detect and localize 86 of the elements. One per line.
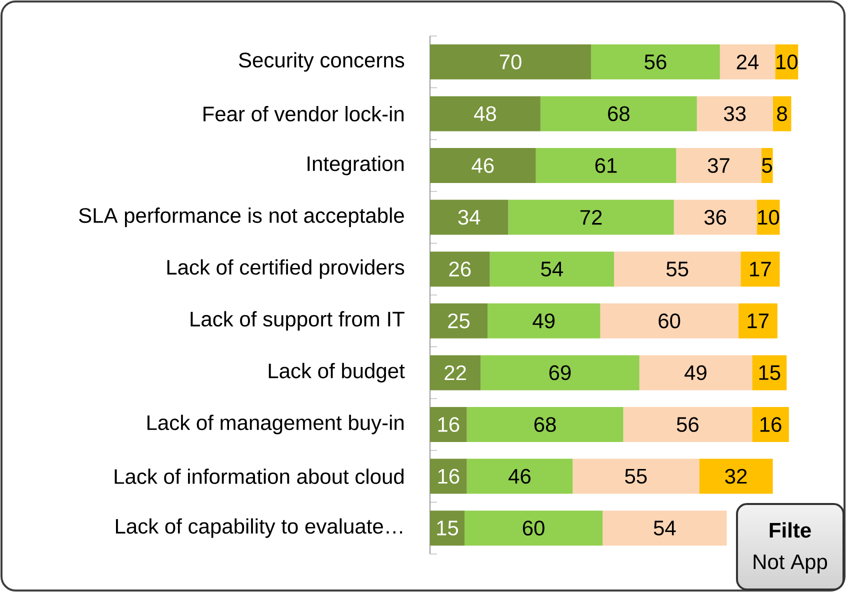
data-label: 22 <box>444 365 466 380</box>
bar <box>696 96 773 132</box>
bar <box>430 44 592 80</box>
bar <box>430 148 536 183</box>
data-label: 16 <box>438 468 460 484</box>
bar <box>600 303 738 338</box>
bar <box>430 200 508 235</box>
data-label: 37 <box>708 158 730 173</box>
y-tick-label: Lack of capability to evaluate… <box>116 518 402 538</box>
bar <box>490 252 614 287</box>
bar <box>488 303 600 338</box>
data-label: 60 <box>658 313 680 328</box>
bar <box>674 200 757 235</box>
bar <box>536 148 676 183</box>
data-label: 15 <box>437 520 458 536</box>
data-label: 55 <box>625 468 647 484</box>
bar <box>430 355 481 390</box>
y-tick-label: Fear of vendor lock-in <box>204 106 404 122</box>
bar <box>740 252 780 287</box>
data-label: 56 <box>676 417 698 432</box>
data-label: 26 <box>449 262 471 277</box>
data-label: 54 <box>654 520 676 536</box>
bar <box>720 44 776 80</box>
data-label: 15 <box>759 365 780 380</box>
bar <box>466 407 624 442</box>
bar <box>752 355 787 390</box>
bar <box>480 355 640 390</box>
bar <box>430 510 465 546</box>
data-label: 8 <box>777 106 787 122</box>
bar <box>752 407 789 442</box>
data-label: 46 <box>508 468 530 484</box>
y-tick-label: Lack of management buy-in <box>148 414 404 434</box>
bar <box>676 148 762 183</box>
bar <box>591 44 720 80</box>
bar <box>430 303 488 338</box>
y-tick-label: Lack of budget <box>268 362 405 382</box>
data-label: 16 <box>760 417 782 432</box>
data-label: 55 <box>666 262 688 276</box>
text: Not App <box>754 554 828 574</box>
data-label: 32 <box>725 468 747 484</box>
data-label: 36 <box>704 210 726 225</box>
bar <box>430 458 467 494</box>
y-tick-label: Lack of certified providers <box>167 259 404 279</box>
y-tick-label: Integration <box>308 156 404 176</box>
bar <box>430 252 490 287</box>
y-tick-label: Lack of support from IT <box>190 311 404 331</box>
data-label: 10 <box>758 210 780 225</box>
data-label: 24 <box>736 54 759 70</box>
data-label: 34 <box>458 210 480 225</box>
bar <box>602 510 727 546</box>
bar <box>699 458 773 494</box>
data-label: 70 <box>500 54 522 70</box>
bar <box>508 200 674 235</box>
data-label: 33 <box>724 106 746 122</box>
bar <box>738 303 778 338</box>
bar <box>430 407 467 442</box>
data-label: 54 <box>541 262 563 276</box>
data-label: 48 <box>474 106 496 122</box>
data-label: 5 <box>762 158 772 173</box>
data-label: 68 <box>608 106 630 122</box>
bar <box>464 510 603 546</box>
y-tick-label: SLA performance is not acceptable <box>79 208 404 228</box>
y-tick-label: Lack of information about cloud <box>114 468 404 484</box>
data-label: 72 <box>580 210 602 225</box>
y-tick-label: Security concerns <box>238 52 404 72</box>
bar <box>540 96 697 132</box>
data-label: 68 <box>534 417 556 432</box>
annotation: Filte <box>770 522 811 538</box>
data-label: 16 <box>438 417 460 432</box>
data-label: 25 <box>448 313 470 328</box>
data-label: 17 <box>750 262 771 276</box>
data-label: 49 <box>532 313 555 328</box>
bar <box>639 355 752 390</box>
data-label: 61 <box>595 158 617 173</box>
bar <box>623 407 752 442</box>
bar <box>430 96 540 132</box>
bar <box>466 458 573 494</box>
data-label: 46 <box>472 158 494 173</box>
data-label: 69 <box>549 365 571 380</box>
data-label: 60 <box>522 520 544 536</box>
data-label: 17 <box>748 314 768 328</box>
data-label: 56 <box>644 54 666 70</box>
data-label: 10 <box>776 54 798 70</box>
data-label: 49 <box>684 365 706 380</box>
bar <box>614 252 741 287</box>
bar <box>572 458 700 494</box>
